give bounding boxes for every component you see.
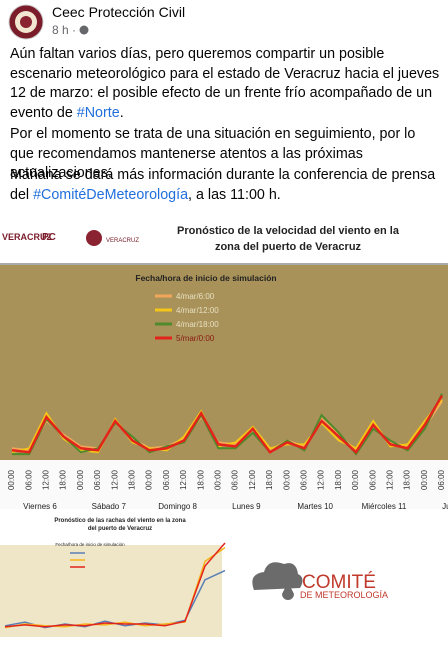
chart-title: Pronóstico de la velocidad del viento en… (177, 225, 400, 237)
text: , a las 11:00 h. (188, 186, 281, 203)
x-tick-label: 00:00 (351, 469, 360, 490)
text: Mañana se dará más información durante l… (10, 167, 436, 203)
legend-label: 4/mar/18:00 (176, 320, 219, 329)
series-line (12, 393, 443, 456)
text: Aún faltan varios días, pero queremos co… (10, 46, 440, 121)
legend-title: Fecha/hora de inicio de simulación (135, 273, 276, 283)
x-tick-label: 12:00 (110, 469, 119, 490)
day-label: Viernes 6 (23, 502, 57, 511)
legend-label: 5/mar/0:00 (176, 334, 215, 343)
legend-label: 4/mar/12:00 (176, 306, 219, 315)
chart-title: del puerto de Veracruz (88, 526, 152, 532)
x-tick-label: 06:00 (437, 469, 446, 490)
x-tick-label: 06:00 (93, 469, 102, 490)
text: Por el momento se trata de una situación… (10, 126, 416, 181)
day-label: Sábado 7 (92, 502, 127, 511)
globe-icon (79, 25, 89, 35)
day-label: Miércoles 11 (362, 502, 407, 511)
x-tick-label: 00:00 (145, 469, 154, 490)
day-label: Martes 10 (297, 502, 333, 511)
series-line (4, 542, 226, 628)
legend-label: 4/mar/6:00 (176, 292, 215, 301)
x-tick-label: 06:00 (300, 469, 309, 490)
x-tick-label: 00:00 (420, 469, 429, 490)
avatar[interactable] (8, 4, 44, 40)
logo-text: VERACRUZ (106, 238, 139, 244)
page-name[interactable]: Ceec Protección Civil (52, 4, 186, 20)
logo-subtitle: DE METEOROLOGÍA (300, 590, 388, 600)
paragraph: Mañana se dará más información durante l… (10, 166, 442, 205)
x-tick-label: 18:00 (59, 469, 68, 490)
legend-title: Fecha/hora de inicio de simulación (55, 542, 125, 547)
hashtag[interactable]: #Norte (76, 104, 120, 121)
paragraph: Por el momento se trata de una situación… (10, 125, 442, 184)
day-label: Domingo 8 (158, 502, 197, 511)
x-tick-label: 12:00 (42, 469, 51, 490)
chart-title: Pronóstico de las rachas del viento en l… (54, 518, 186, 524)
logo-text: VERACRUZ (2, 232, 53, 242)
x-tick-label: 18:00 (128, 469, 137, 490)
x-tick-label: 00:00 (282, 469, 291, 490)
x-tick-label: 18:00 (403, 469, 412, 490)
chart-title: zona del puerto de Veracruz (215, 241, 362, 253)
logo-text: PC (42, 232, 56, 243)
x-tick-label: 06:00 (368, 469, 377, 490)
x-tick-label: 18:00 (196, 469, 205, 490)
x-tick-label: 00:00 (214, 469, 223, 490)
x-tick-label: 06:00 (24, 469, 33, 490)
x-tick-label: 00:00 (76, 469, 85, 490)
day-label: Jueve (442, 502, 448, 511)
series-line (11, 394, 444, 455)
text: . (119, 104, 124, 121)
paragraph: Aún faltan varios días, pero queremos co… (10, 45, 442, 123)
x-tick-label: 00:00 (7, 469, 16, 490)
x-tick-label: 12:00 (179, 469, 188, 490)
hashtag[interactable]: #ComitéDeMeteorología (33, 186, 189, 203)
day-label: Lunes 9 (232, 502, 261, 511)
x-tick-label: 18:00 (334, 469, 343, 490)
x-tick-label: 12:00 (386, 469, 395, 490)
x-tick-label: 12:00 (248, 469, 257, 490)
x-tick-label: 06:00 (231, 469, 240, 490)
time[interactable]: 8 h · (52, 23, 77, 37)
x-tick-label: 18:00 (265, 469, 274, 490)
x-tick-label: 06:00 (162, 469, 171, 490)
x-tick-label: 12:00 (317, 469, 326, 490)
logo-title: COMITÉ (302, 572, 376, 593)
post-time[interactable]: 8 h · (52, 23, 89, 37)
